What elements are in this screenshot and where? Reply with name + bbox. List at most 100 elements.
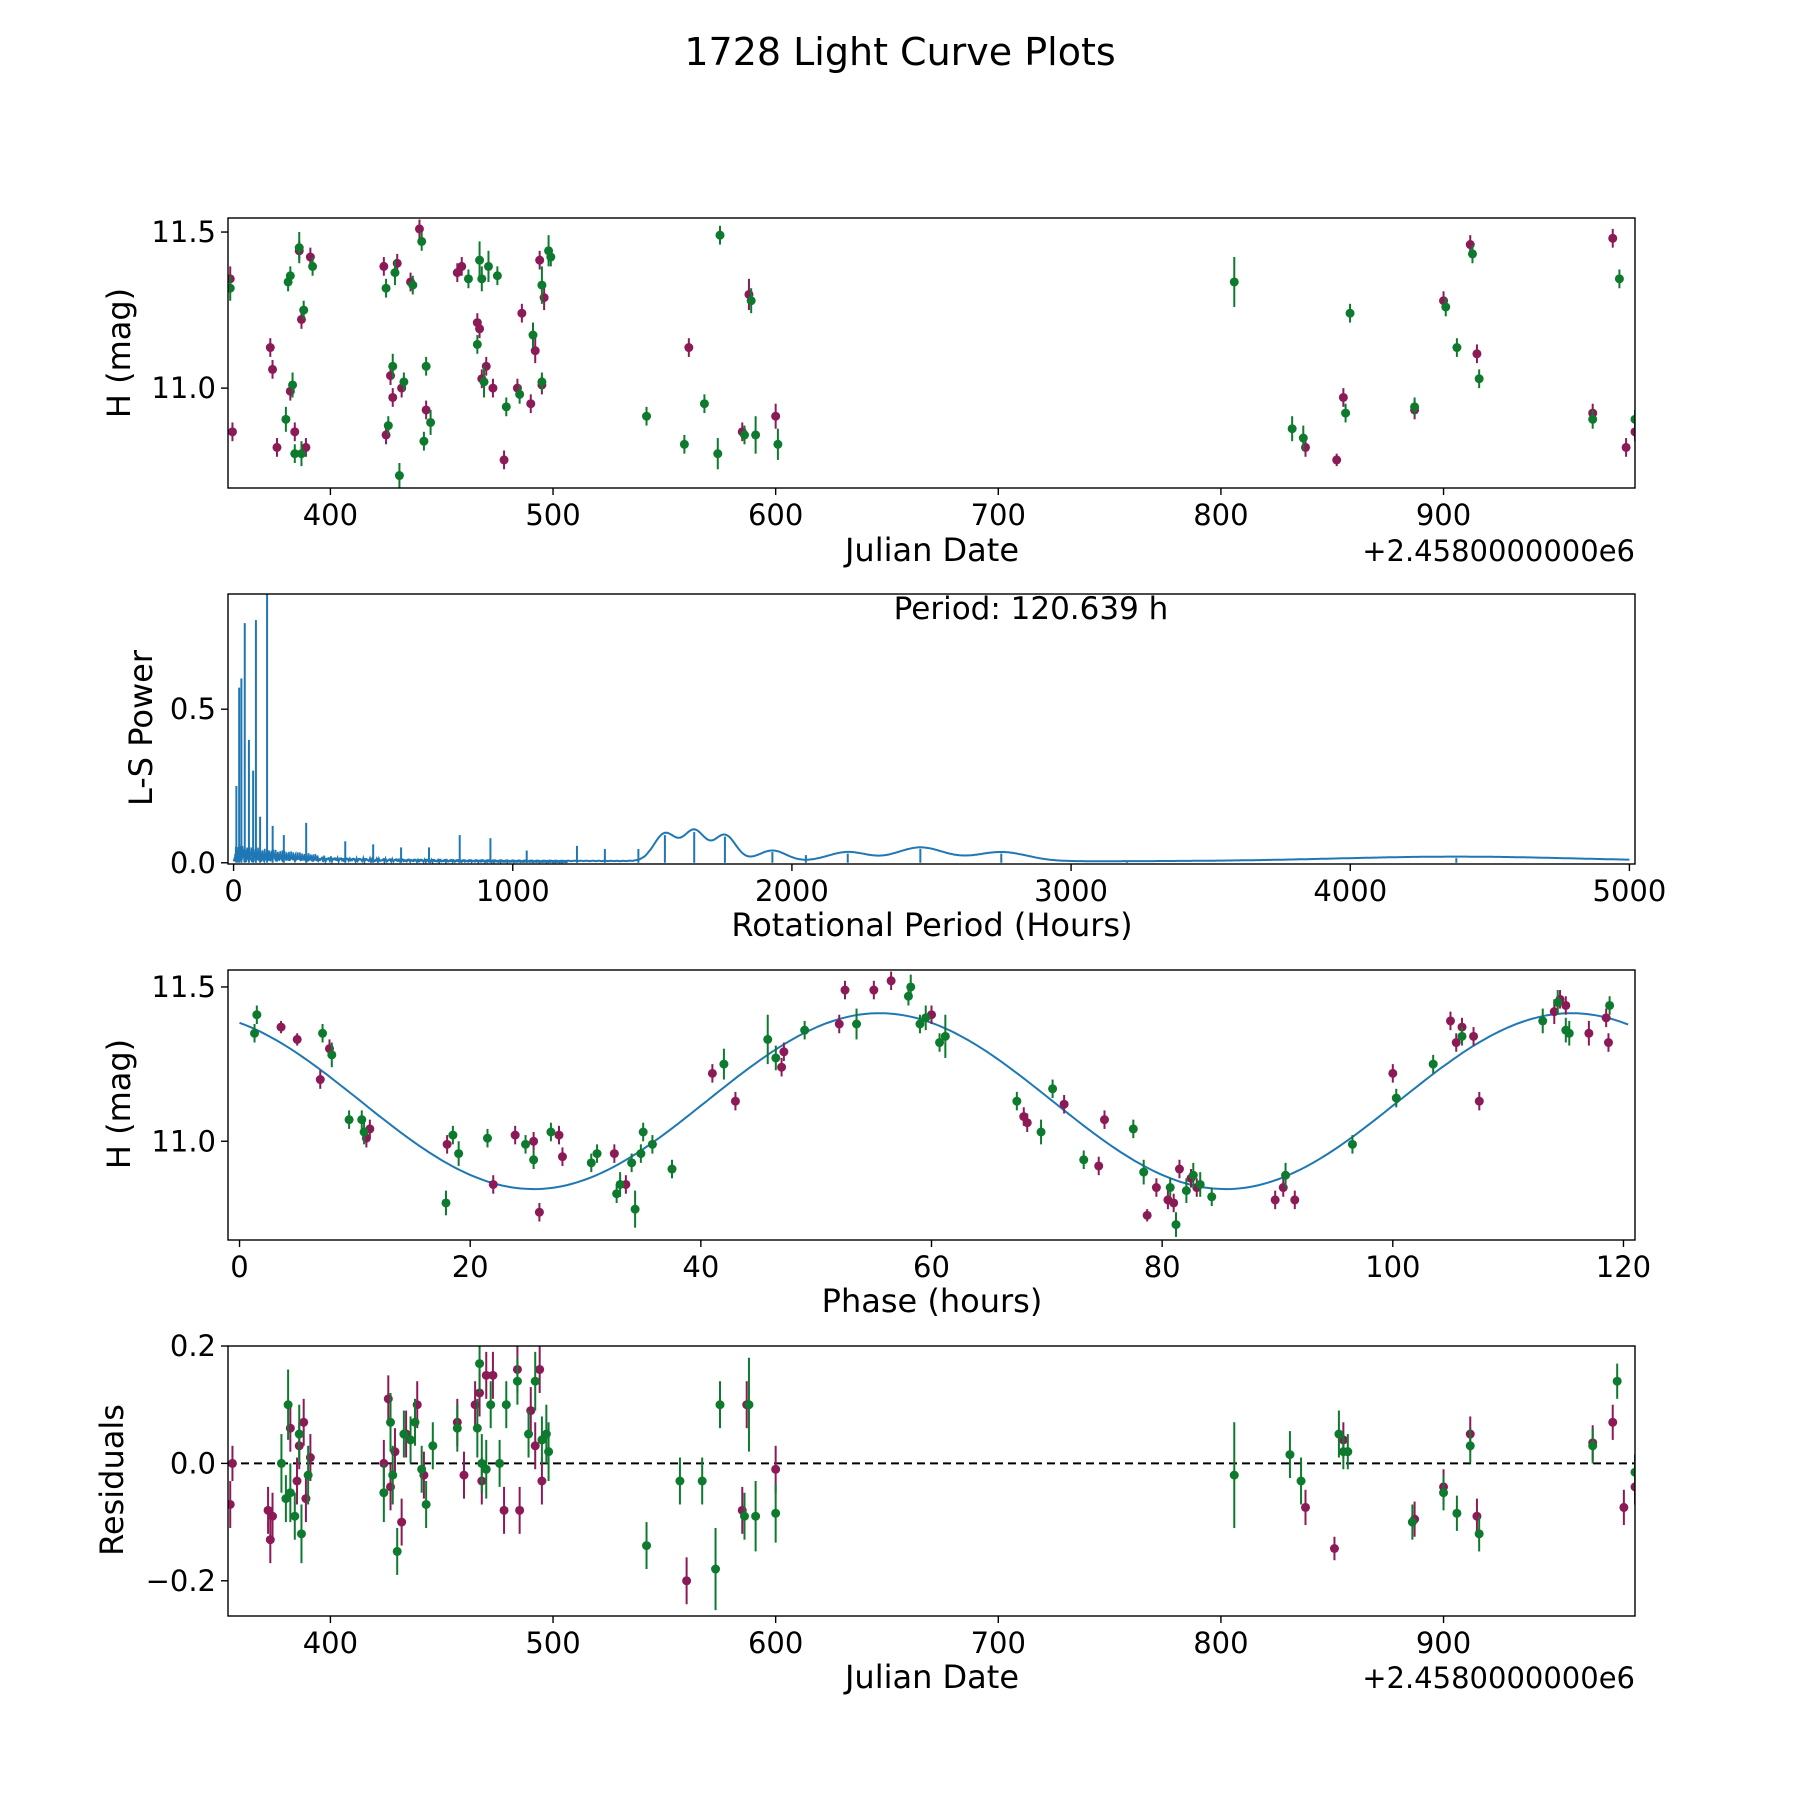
periodogram-axes-frame	[227, 593, 1636, 865]
data-point	[250, 1028, 260, 1038]
data-point	[1345, 308, 1355, 318]
data-point	[535, 1364, 545, 1374]
x-tick-label: 1000	[476, 874, 550, 908]
data-point	[252, 1010, 262, 1020]
data-point	[499, 1505, 509, 1515]
data-point	[318, 1028, 328, 1038]
data-point	[1343, 1447, 1353, 1457]
data-point	[1270, 1195, 1280, 1205]
data-point	[1630, 1467, 1635, 1477]
data-point	[530, 1376, 540, 1386]
data-point	[526, 399, 536, 409]
data-point	[1195, 1179, 1205, 1189]
x-tick-label: 0	[224, 874, 242, 908]
figure-title: 1728 Light Curve Plots	[684, 30, 1115, 74]
data-point	[537, 280, 547, 290]
data-point	[719, 1059, 729, 1069]
data-point	[1605, 1000, 1615, 1010]
data-point	[1036, 1127, 1046, 1137]
data-point	[1338, 392, 1348, 402]
data-point	[1630, 1482, 1635, 1492]
data-point	[308, 261, 318, 271]
y-tick-label: 11.5	[151, 215, 216, 249]
data-point	[1465, 1441, 1475, 1451]
data-point	[442, 1139, 452, 1149]
data-point	[711, 1564, 721, 1574]
phase-ylabel: H (mag)	[100, 1039, 138, 1169]
data-point	[1142, 1210, 1152, 1220]
periodogram-xlabel: Rotational Period (Hours)	[731, 906, 1132, 944]
data-point	[379, 261, 389, 271]
x-tick-label: 60	[913, 1250, 950, 1284]
data-point	[1281, 1170, 1291, 1180]
data-point	[1608, 233, 1618, 243]
light-curve-xlabel: Julian Date	[843, 531, 1019, 569]
y-tick-label: 11.5	[151, 970, 216, 1004]
data-point	[482, 1133, 492, 1143]
phase-folded-panel: Phase (hours) H (mag) 0 20 40 60 80 100 120 11.…	[100, 969, 1651, 1320]
light-curve-panel: Julian Date H (mag) +2.4580000000e6 400 5…	[100, 215, 1636, 569]
data-point	[1188, 1170, 1198, 1180]
data-point	[399, 1429, 409, 1439]
x-tick-label: 400	[303, 498, 358, 532]
data-point	[441, 1198, 451, 1208]
data-point	[228, 427, 237, 437]
x-tick-label: 400	[303, 1626, 358, 1660]
x-tick-label: 600	[748, 498, 803, 532]
data-point	[421, 1499, 431, 1509]
data-point	[739, 1511, 749, 1521]
data-point	[675, 1476, 685, 1486]
data-point	[327, 1050, 337, 1060]
data-point	[276, 1458, 286, 1468]
data-point	[609, 1149, 619, 1159]
data-point	[546, 1127, 556, 1137]
data-point	[417, 1464, 427, 1474]
data-point	[481, 1464, 491, 1474]
data-point	[315, 1075, 325, 1085]
data-point	[744, 1400, 754, 1410]
data-point	[426, 417, 436, 427]
data-point	[592, 1149, 602, 1159]
residuals-series	[276, 1346, 1635, 1611]
x-tick-label: 900	[1416, 498, 1471, 532]
light-curve-ylabel: H (mag)	[100, 288, 138, 418]
x-tick-label: 2000	[755, 874, 829, 908]
data-point	[1139, 1167, 1149, 1177]
data-point	[292, 1476, 302, 1486]
y-tick-label: 0.5	[170, 692, 216, 726]
data-point	[299, 1417, 309, 1427]
data-point	[475, 1359, 485, 1369]
light-curve-series	[228, 225, 1635, 488]
y-tick-label: 0.0	[170, 846, 216, 880]
data-point	[544, 1447, 554, 1457]
data-point	[1128, 1124, 1138, 1134]
x-tick-label: 500	[525, 498, 580, 532]
data-point	[1407, 1517, 1417, 1527]
data-point	[399, 377, 409, 387]
data-point	[359, 1127, 369, 1137]
data-point	[1169, 1198, 1179, 1208]
data-point	[1601, 1013, 1611, 1023]
data-point	[1561, 1000, 1571, 1010]
data-point	[452, 1423, 462, 1433]
data-point	[1391, 1093, 1401, 1103]
data-point	[268, 1511, 278, 1521]
data-point	[296, 449, 306, 459]
data-point	[1588, 1441, 1598, 1451]
data-point	[682, 1576, 692, 1586]
data-point	[699, 399, 709, 409]
data-point	[1290, 1195, 1300, 1205]
residuals-xlabel: Julian Date	[843, 1658, 1019, 1696]
data-point	[834, 1019, 844, 1029]
data-point	[475, 324, 485, 334]
data-point	[537, 377, 547, 387]
data-point	[921, 1013, 931, 1023]
data-point	[1334, 1429, 1344, 1439]
data-point	[535, 255, 545, 265]
data-point	[1229, 277, 1239, 287]
data-point	[486, 1400, 496, 1410]
data-point	[715, 1400, 725, 1410]
data-point	[1584, 1028, 1594, 1038]
data-point	[554, 1130, 564, 1140]
data-point	[1341, 408, 1351, 418]
